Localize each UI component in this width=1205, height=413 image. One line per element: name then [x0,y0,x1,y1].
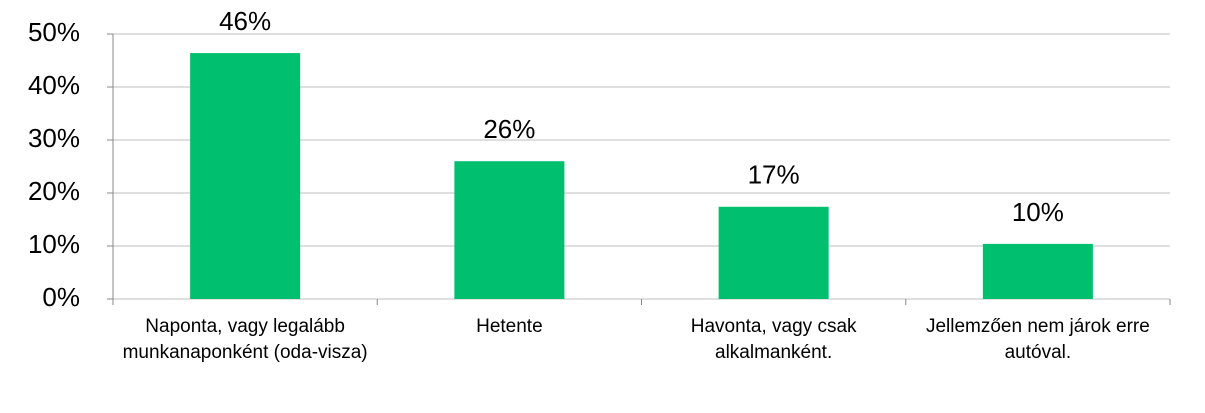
x-tick-label: Naponta, vagy legalább munkanaponként (o… [122,316,368,363]
y-tick-label: 10% [28,229,80,259]
value-label: 46% [219,6,271,36]
y-tick-label: 40% [28,70,80,100]
x-tick-label: Havonta, vagy csak alkalmanként. [690,316,857,363]
value-label: 10% [1012,197,1064,227]
y-tick-label: 30% [28,123,80,153]
bar [190,53,301,299]
bar [454,161,565,299]
y-tick-label: 50% [28,17,80,47]
y-tick-label: 20% [28,176,80,206]
x-tick-label: Jellemzően nem járok erre autóval. [925,316,1150,363]
value-label: 26% [483,114,535,144]
bar [718,206,829,299]
value-label: 17% [748,160,800,190]
x-tick-label: Hetente [476,316,543,337]
bar [982,243,1093,299]
y-tick-label: 0% [42,282,80,312]
